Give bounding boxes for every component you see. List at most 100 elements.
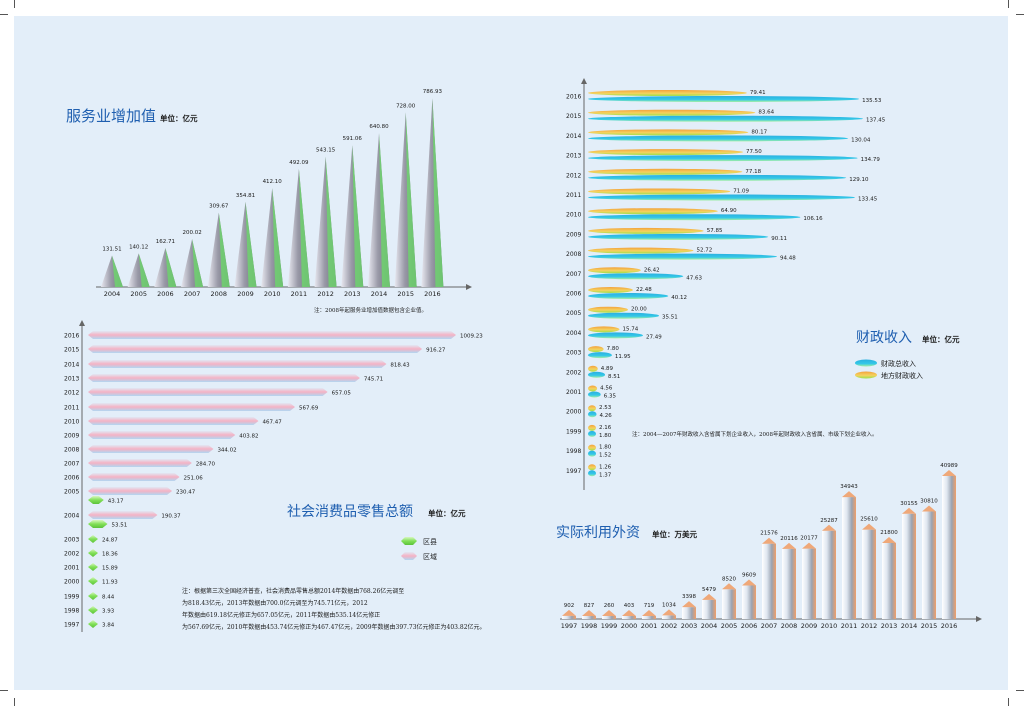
fdi-column-cap	[802, 542, 816, 549]
retail-bar	[88, 549, 98, 557]
service-cone-highlight	[405, 112, 417, 287]
retail-value-label: 15.89	[102, 566, 118, 572]
fiscal-total-value-label: 11.95	[615, 354, 631, 360]
retail-year-label: 2005	[64, 489, 79, 496]
fiscal-year-label: 2013	[566, 153, 581, 160]
retail-year-label: 2010	[64, 419, 79, 426]
service-note: 注：2008年起服务业增加值数据包含企业值。	[314, 306, 427, 314]
fiscal-local-value-label: 20.00	[631, 307, 647, 313]
crop-mark	[1016, 690, 1024, 691]
service-value-label: 492.09	[289, 160, 309, 166]
fiscal-local-bar	[588, 464, 596, 471]
fiscal-local-value-label: 2.53	[599, 405, 612, 411]
fiscal-total-bar	[588, 96, 860, 102]
fdi-year-label: 2000	[621, 622, 638, 630]
service-cone-highlight	[379, 133, 390, 287]
retail-year-label: 2016	[64, 333, 79, 340]
fiscal-total-value-label: 90.11	[771, 236, 787, 242]
fdi-column	[942, 476, 956, 619]
fdi-value-label: 20116	[780, 536, 798, 542]
fdi-year-label: 2004	[701, 622, 718, 630]
fiscal-local-value-label: 1.80	[599, 445, 612, 451]
fdi-column-cap	[722, 583, 736, 590]
fiscal-local-value-label: 77.50	[746, 149, 762, 155]
fdi-column-cap	[702, 593, 716, 600]
retail-year-label: 2006	[64, 475, 79, 482]
retail-value-label: 24.87	[102, 538, 118, 544]
fiscal-total-value-label: 40.12	[671, 295, 687, 301]
fiscal-local-value-label: 80.17	[751, 129, 767, 135]
service-value-label: 728.00	[396, 103, 416, 109]
fiscal-year-label: 2002	[566, 369, 581, 376]
retail-note-line: 年数据由619.18亿元修正为657.05亿元，2011年数据由535.14亿元…	[182, 611, 380, 619]
service-cone-highlight	[112, 255, 123, 287]
retail-year-label: 2012	[64, 390, 79, 397]
service-year-label: 2013	[344, 290, 361, 298]
fiscal-total-bar	[588, 332, 643, 339]
retail-bar-extra	[88, 520, 108, 528]
fdi-year-label: 2011	[841, 622, 858, 630]
retail-bar	[88, 511, 158, 519]
retail-bar	[88, 331, 456, 339]
retail-year-label: 2003	[64, 537, 79, 544]
retail-year-label: 2009	[64, 433, 79, 440]
service-value-label: 786.93	[423, 89, 443, 95]
retail-value-label: 8.44	[102, 595, 115, 601]
fdi-year-label: 2013	[881, 622, 898, 630]
fiscal-local-value-label: 22.48	[636, 287, 652, 293]
service-axis-arrow	[466, 284, 472, 290]
fiscal-local-bar	[588, 129, 749, 136]
fiscal-year-label: 2011	[566, 192, 581, 199]
retail-bar	[88, 360, 387, 368]
fiscal-local-bar	[588, 444, 596, 451]
fdi-column	[682, 607, 696, 619]
fdi-column-cap	[562, 609, 576, 616]
service-cone-highlight	[352, 145, 364, 287]
retail-year-label: 2013	[64, 376, 79, 383]
service-value-label: 162.71	[156, 239, 175, 245]
fdi-column	[802, 548, 816, 619]
fdi-value-label: 30155	[900, 501, 918, 507]
fdi-value-label: 25287	[820, 518, 838, 524]
fiscal-local-bar	[588, 227, 704, 234]
service-year-label: 2011	[291, 290, 308, 298]
fdi-column	[862, 529, 876, 619]
retail-bar	[88, 473, 180, 481]
fiscal-year-label: 2000	[566, 409, 581, 416]
retail-title: 社会消费品零售总额	[287, 504, 413, 520]
retail-bar	[88, 345, 423, 353]
fiscal-local-bar	[588, 109, 756, 116]
fdi-value-label: 719	[644, 603, 655, 609]
crop-mark	[0, 690, 8, 691]
service-value-label: 591.06	[343, 136, 363, 142]
retail-value-label: 11.93	[102, 580, 118, 586]
fdi-column-cap	[862, 523, 876, 530]
retail-value-label: 230.47	[176, 490, 196, 496]
fdi-value-label: 21800	[880, 530, 898, 536]
fiscal-total-value-label: 35.51	[662, 315, 678, 321]
fiscal-year-label: 2010	[566, 212, 581, 219]
service-title: 服务业增加值	[66, 107, 156, 125]
fiscal-local-value-label: 79.41	[750, 90, 766, 96]
fiscal-local-value-label: 4.56	[600, 386, 613, 392]
fdi-column	[562, 615, 576, 619]
fiscal-total-value-label: 106.16	[803, 216, 823, 222]
fiscal-local-value-label: 4.89	[601, 366, 614, 372]
fiscal-local-value-label: 1.26	[599, 464, 612, 470]
fiscal-unit: 单位：亿元	[922, 334, 960, 344]
fdi-column-cap	[762, 537, 776, 544]
retail-year-label: 2014	[64, 362, 79, 369]
fiscal-local-value-label: 64.90	[721, 208, 737, 214]
fdi-year-label: 1999	[601, 622, 618, 630]
retail-value-label: 3.93	[102, 609, 115, 615]
fiscal-total-bar	[588, 470, 596, 477]
service-cone-highlight	[218, 212, 230, 287]
fdi-value-label: 21576	[760, 531, 778, 537]
service-cone-highlight	[245, 201, 257, 287]
fdi-year-label: 2008	[781, 622, 798, 630]
service-cone-highlight	[192, 238, 204, 287]
service-year-label: 2004	[104, 290, 121, 298]
retail-bar	[88, 431, 236, 439]
fdi-column-cap	[642, 610, 656, 616]
fiscal-title: 财政收入	[856, 330, 912, 346]
